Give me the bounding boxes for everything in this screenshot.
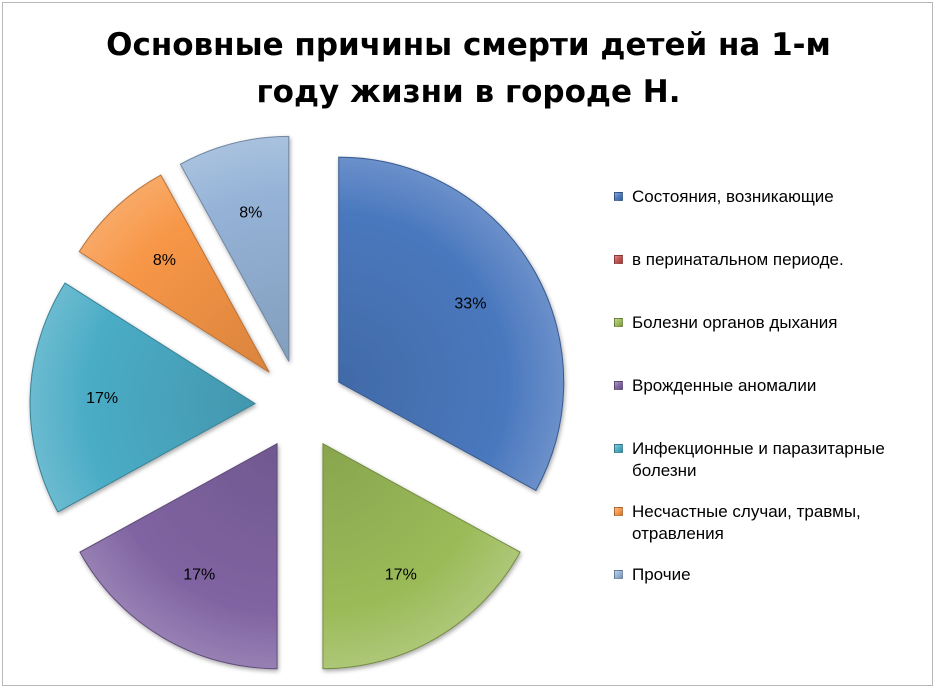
- chart-title-line-2: году жизни в городе Н.: [256, 74, 681, 110]
- pie-slice: [322, 442, 521, 670]
- chart-title-line-1: Основные причины смерти детей на 1-м: [106, 27, 831, 63]
- pie-slice: [179, 135, 290, 362]
- legend-label: Врожденные аномалии: [632, 376, 817, 395]
- legend-label: Болезни органов дыхания: [632, 313, 838, 332]
- legend-swatch: [614, 507, 623, 516]
- legend-swatch: [614, 381, 623, 390]
- pie-slice: [78, 174, 270, 373]
- slice-data-label: 33%: [454, 295, 486, 312]
- slice-data-label: 8%: [239, 204, 262, 221]
- legend-swatch: [614, 255, 623, 264]
- legend-swatch: [614, 444, 623, 453]
- pie-slice: [338, 156, 565, 492]
- pie-slice: [29, 282, 257, 513]
- legend-swatch: [614, 318, 623, 327]
- slice-data-label: 8%: [153, 252, 176, 269]
- legend-label: Несчастные случаи, травмы, отравления: [632, 502, 861, 543]
- legend-label: Прочие: [632, 565, 691, 584]
- slice-data-label: 17%: [86, 390, 118, 407]
- legend-swatch: [614, 570, 623, 579]
- legend-label: Состояния, возникающие: [632, 187, 834, 206]
- legend-label: Инфекционные и паразитарные болезни: [632, 439, 885, 480]
- pie-slice: [79, 442, 278, 670]
- slice-data-label: 17%: [183, 567, 215, 584]
- slice-data-label: 17%: [385, 567, 417, 584]
- chart-title: Основные причины смерти детей на 1-м год…: [0, 22, 937, 116]
- legend-swatch: [614, 192, 623, 201]
- legend-label: в перинатальном периоде.: [632, 250, 844, 269]
